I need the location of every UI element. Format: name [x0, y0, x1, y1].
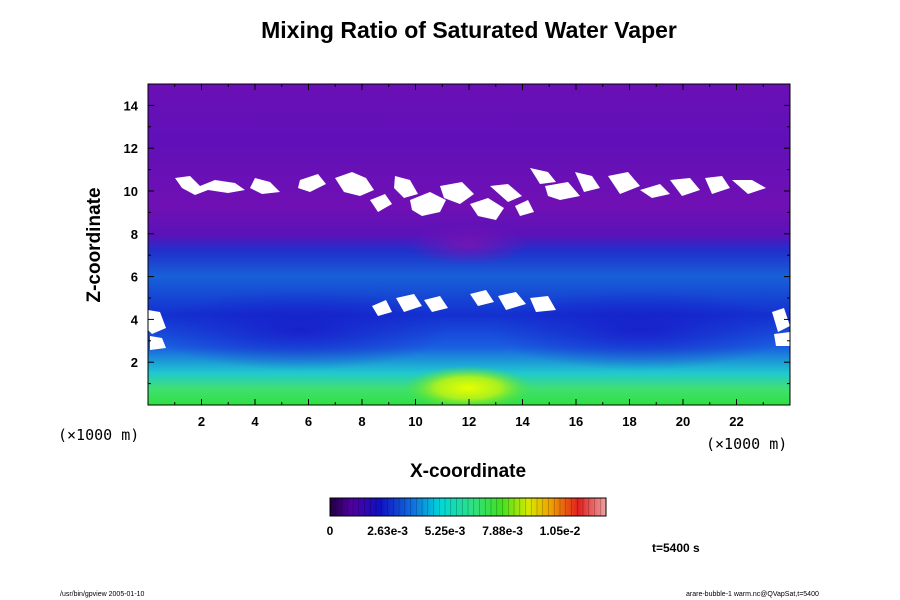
heatmap-field — [148, 84, 790, 405]
warm-core — [403, 366, 533, 405]
x-tick-label: 18 — [622, 414, 636, 429]
y-tick-label: 12 — [124, 141, 138, 156]
y-tick-label: 10 — [124, 184, 138, 199]
colorbar-tick-label: 1.05e-2 — [540, 524, 581, 538]
x-tick-label: 2 — [198, 414, 205, 429]
x-tick-label: 4 — [251, 414, 259, 429]
y-tick-label: 14 — [124, 98, 139, 113]
colorbar: 0 2.63e-3 5.25e-3 7.88e-3 1.05e-2 — [327, 497, 607, 538]
x-tick-label: 10 — [408, 414, 422, 429]
colorbar-tick-label: 2.63e-3 — [367, 524, 408, 538]
x-axis-label: X-coordinate — [410, 461, 526, 482]
y-axis-ticks: 2 4 6 8 10 12 14 — [124, 98, 790, 385]
x-tick-label: 8 — [358, 414, 365, 429]
white-gaps-upper — [175, 168, 766, 220]
center-dry-patch — [408, 225, 528, 265]
colorbar-tick-label: 5.25e-3 — [425, 524, 466, 538]
footer-left: /usr/bin/gpview 2005-01-10 — [60, 591, 145, 598]
x-tick-label: 14 — [515, 414, 530, 429]
colorbar-tick-label: 0 — [327, 524, 334, 538]
x-tick-label: 20 — [676, 414, 690, 429]
colorbar-tick-labels: 0 2.63e-3 5.25e-3 7.88e-3 1.05e-2 — [327, 524, 581, 538]
colorbar-divisions — [335, 498, 601, 516]
white-gaps-lower — [148, 290, 790, 350]
x-tick-label: 6 — [305, 414, 312, 429]
time-label: t=5400 s — [652, 541, 700, 555]
y-tick-label: 4 — [131, 312, 139, 327]
x-axis-ticks: 2 4 6 8 10 12 14 16 18 20 22 — [174, 84, 764, 429]
colorbar-frame — [329, 497, 607, 517]
colorbar-tick-label: 7.88e-3 — [482, 524, 523, 538]
colorbar-gradient — [330, 498, 606, 516]
x-tick-label: 16 — [569, 414, 583, 429]
x-unit-right: (×1000 m) — [706, 435, 787, 453]
right-cold-lobe — [490, 290, 790, 370]
y-tick-label: 2 — [131, 355, 138, 370]
y-tick-label: 6 — [131, 270, 138, 285]
footer-right: arare-bubble-1 warm.nc@QVapSat,t=5400 — [686, 591, 819, 598]
x-tick-label: 22 — [729, 414, 743, 429]
x-tick-label: 12 — [462, 414, 476, 429]
chart-title: Mixing Ratio of Saturated Water Vaper — [261, 17, 677, 43]
y-tick-label: 8 — [131, 227, 138, 242]
x-unit-left: (×1000 m) — [58, 426, 139, 444]
y-axis-label: Z-coordinate — [84, 187, 105, 302]
